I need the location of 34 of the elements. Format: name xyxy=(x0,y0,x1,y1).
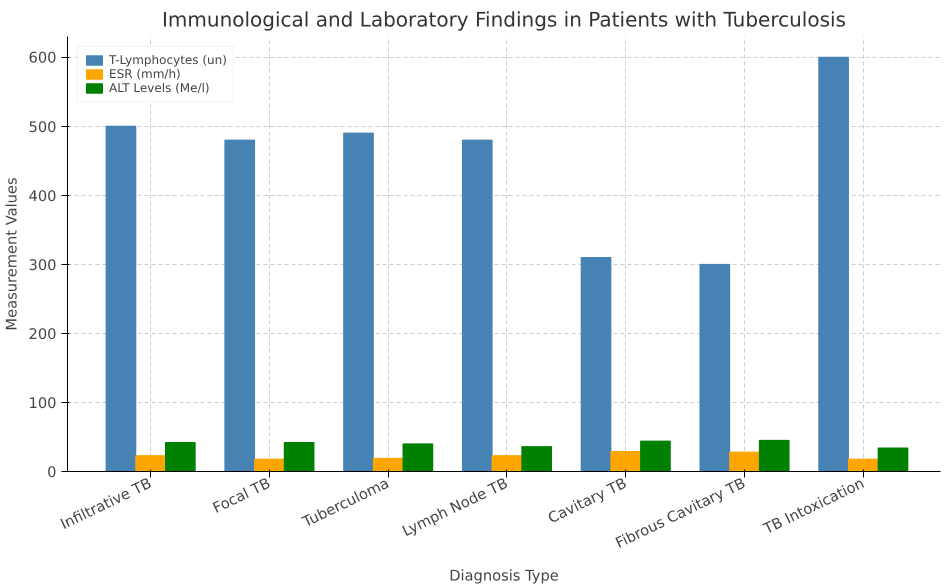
bar xyxy=(610,450,642,472)
bar xyxy=(254,458,285,472)
bar xyxy=(343,132,374,472)
y-tick-label: 400 xyxy=(28,188,57,205)
bar xyxy=(640,440,671,472)
bar xyxy=(106,126,136,472)
bar xyxy=(878,448,908,472)
bar xyxy=(580,256,612,472)
bar xyxy=(284,442,314,472)
bar xyxy=(462,140,493,472)
bar xyxy=(818,56,849,472)
bar xyxy=(164,442,196,472)
chart-title: Immunological and Laboratory Findings in Patients with Tuberculosis xyxy=(162,8,846,32)
bar xyxy=(521,446,552,472)
x-axis-title: Diagnosis Type xyxy=(449,568,559,585)
y-tick-label: 200 xyxy=(28,326,57,343)
y-tick-label: 0 xyxy=(47,464,57,481)
bar xyxy=(372,458,404,472)
bar xyxy=(758,440,790,472)
y-axis-title: Measurement Values xyxy=(4,177,21,331)
legend-label: ESR (mm/h) xyxy=(109,67,181,81)
bar xyxy=(492,455,522,472)
legend-label: ALT Levels (Me/l) xyxy=(109,81,210,95)
bar xyxy=(224,140,256,472)
bar xyxy=(729,452,760,472)
bar xyxy=(699,264,730,472)
legend-label: T-Lymphocytes (un) xyxy=(109,53,227,67)
bar xyxy=(848,458,879,472)
y-tick-label: 300 xyxy=(28,256,57,274)
y-tick-label: 100 xyxy=(28,394,57,412)
y-tick-label: 500 xyxy=(28,118,57,136)
bar xyxy=(402,443,434,472)
bar xyxy=(135,455,166,472)
y-tick-label: 600 xyxy=(28,50,57,67)
